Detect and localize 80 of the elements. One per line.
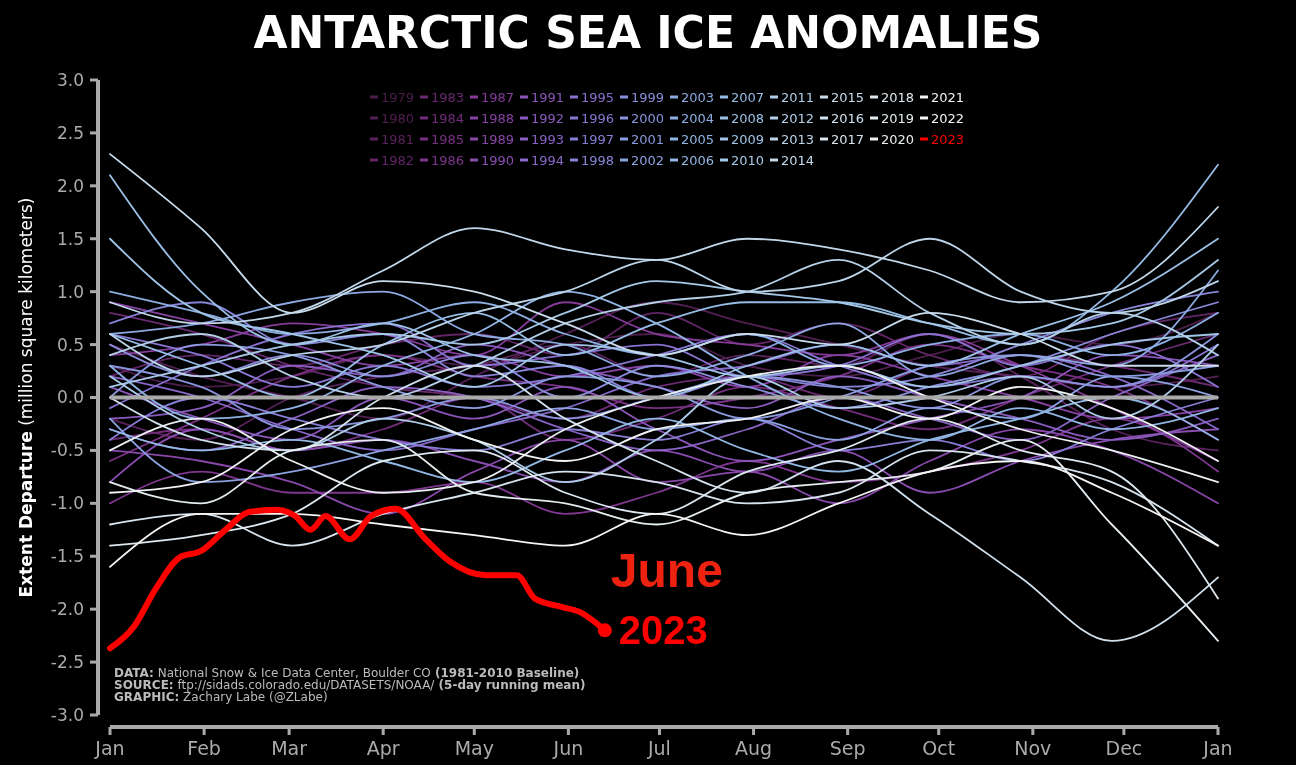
x-tick-label: Feb <box>187 737 221 759</box>
legend-label: 1995 <box>581 90 615 105</box>
x-tick-label: Dec <box>1105 737 1143 759</box>
x-tick-label: Jul <box>646 737 671 759</box>
y-tick-label: -1.0 <box>50 493 84 514</box>
legend-label: 2003 <box>681 90 715 105</box>
x-tick-label: Jan <box>94 737 125 759</box>
legend-label: 1999 <box>631 90 665 105</box>
annotation: DATA: National Snow & Ice Data Center, Boulder CO (1981-2010 Baseline) <box>114 666 580 680</box>
legend-label: 2011 <box>781 90 815 105</box>
legend-label: 2015 <box>831 90 865 105</box>
chart-title: ANTARCTIC SEA ICE ANOMALIES <box>253 7 1043 58</box>
legend-label: 1982 <box>381 153 415 168</box>
y-tick-label: 2.5 <box>56 122 84 143</box>
legend-label: 2001 <box>631 132 665 147</box>
annotation: June <box>610 544 723 598</box>
annotation: 2023 <box>618 608 708 653</box>
x-tick-label: Oct <box>922 737 956 759</box>
y-tick-label: 3.0 <box>56 69 84 90</box>
legend-label: 1998 <box>581 153 615 168</box>
legend-label: 2018 <box>881 90 915 105</box>
legend-label: 1987 <box>481 90 515 105</box>
legend-label: 1986 <box>431 153 465 168</box>
legend-label: 2010 <box>731 153 765 168</box>
legend-label: 2019 <box>881 111 915 126</box>
annotation: GRAPHIC: Zachary Labe (@ZLabe) <box>114 690 328 704</box>
legend-label: 1981 <box>381 132 415 147</box>
line-series <box>109 153 1219 367</box>
legend-label: 2021 <box>931 90 965 105</box>
y-tick-label: 0.0 <box>56 387 84 408</box>
x-tick-label: Aug <box>735 737 773 759</box>
line-series <box>109 364 1219 642</box>
legend-label: 2014 <box>781 153 815 168</box>
y-axis-title: Extent Departure (million square kilometers) <box>16 197 36 598</box>
legend-label: 2020 <box>881 132 915 147</box>
legend-label: 1996 <box>581 111 615 126</box>
legend-label: 2005 <box>681 132 715 147</box>
legend-label: 1991 <box>531 90 565 105</box>
x-tick-label: May <box>454 737 494 759</box>
y-tick-label: 2.0 <box>56 175 84 196</box>
legend-label: 2006 <box>681 153 715 168</box>
legend-label: 2017 <box>831 132 865 147</box>
legend-label: 1980 <box>381 111 415 126</box>
y-tick-label: -3.0 <box>50 704 84 725</box>
legend-label: 2008 <box>731 111 765 126</box>
legend-label: 1988 <box>481 111 515 126</box>
legend-label: 2000 <box>631 111 665 126</box>
x-tick-label: Jun <box>552 737 584 759</box>
y-tick-label: 1.5 <box>56 228 84 249</box>
legend-label: 2016 <box>831 111 865 126</box>
y-tick-label: -1.5 <box>50 546 84 567</box>
legend-label: 1992 <box>531 111 565 126</box>
x-tick-label: Apr <box>366 737 400 759</box>
y-tick-label: -0.5 <box>50 440 84 461</box>
annotation: SOURCE: ftp://sidads.colorado.edu/DATASETS/NOAA/ (5-day running mean) <box>114 678 586 692</box>
legend-label: 2002 <box>631 153 665 168</box>
y-tick-label: -2.5 <box>50 652 84 673</box>
legend-label: 2012 <box>781 111 815 126</box>
legend-label: 1989 <box>481 132 515 147</box>
legend-label: 1984 <box>431 111 465 126</box>
x-tick-label: Nov <box>1014 737 1052 759</box>
legend-label: 1983 <box>431 90 465 105</box>
legend-label: 2004 <box>681 111 715 126</box>
legend-label: 1993 <box>531 132 565 147</box>
legend-label: 1979 <box>381 90 415 105</box>
y-tick-label: -2.0 <box>50 599 84 620</box>
legend-label: 1994 <box>531 153 565 168</box>
x-tick-label: Mar <box>271 737 308 759</box>
legend-label: 2022 <box>931 111 965 126</box>
x-tick-label: Jan <box>1202 737 1233 759</box>
legend-label: 2023 <box>931 132 965 147</box>
legend-label: 2009 <box>731 132 765 147</box>
legend-label: 2007 <box>731 90 765 105</box>
x-tick-label: Sep <box>829 737 866 759</box>
y-tick-label: 0.5 <box>56 334 84 355</box>
legend-label: 2013 <box>781 132 815 147</box>
legend-label: 1985 <box>431 132 465 147</box>
legend-label: 1990 <box>481 153 515 168</box>
y-tick-label: 1.0 <box>56 281 84 302</box>
legend-label: 1997 <box>581 132 615 147</box>
